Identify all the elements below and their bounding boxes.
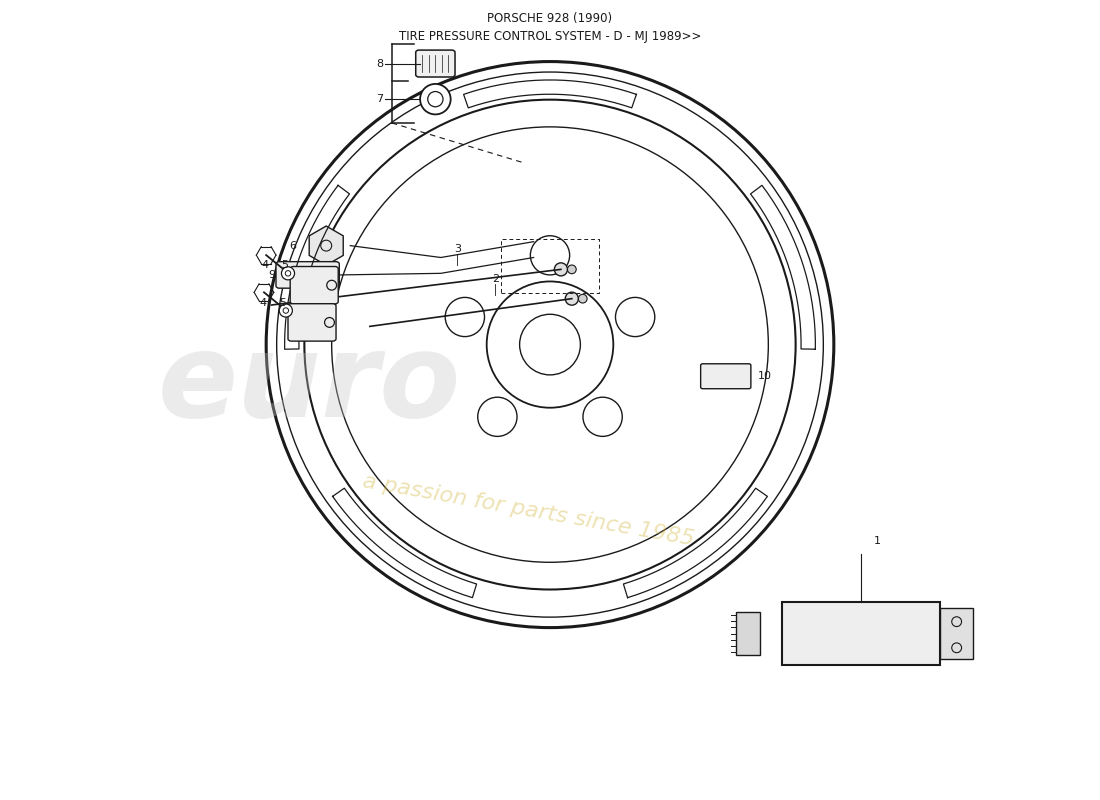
FancyBboxPatch shape bbox=[940, 608, 974, 659]
Text: 4: 4 bbox=[258, 298, 266, 308]
Ellipse shape bbox=[420, 84, 451, 114]
Text: 9: 9 bbox=[267, 270, 275, 280]
Ellipse shape bbox=[579, 294, 587, 303]
FancyBboxPatch shape bbox=[288, 304, 336, 341]
Ellipse shape bbox=[565, 292, 579, 305]
Text: 1: 1 bbox=[874, 537, 881, 546]
FancyBboxPatch shape bbox=[701, 364, 751, 389]
Text: 8: 8 bbox=[376, 58, 383, 69]
FancyBboxPatch shape bbox=[782, 602, 940, 666]
Polygon shape bbox=[309, 226, 343, 266]
Text: 2: 2 bbox=[492, 274, 499, 285]
Text: 5: 5 bbox=[280, 261, 288, 270]
Text: PORSCHE 928 (1990)
TIRE PRESSURE CONTROL SYSTEM - D - MJ 1989>>: PORSCHE 928 (1990) TIRE PRESSURE CONTROL… bbox=[399, 12, 701, 43]
FancyBboxPatch shape bbox=[290, 266, 338, 304]
Ellipse shape bbox=[554, 263, 568, 276]
Text: 3: 3 bbox=[453, 243, 461, 254]
FancyBboxPatch shape bbox=[736, 612, 760, 655]
Text: a passion for parts since 1985: a passion for parts since 1985 bbox=[361, 472, 695, 550]
Ellipse shape bbox=[282, 267, 295, 280]
Text: 10: 10 bbox=[758, 371, 771, 382]
Text: 7: 7 bbox=[376, 94, 383, 104]
Ellipse shape bbox=[568, 265, 576, 274]
Text: 4: 4 bbox=[261, 261, 268, 270]
FancyBboxPatch shape bbox=[416, 50, 455, 77]
Text: 6: 6 bbox=[289, 241, 297, 250]
Text: euro: euro bbox=[158, 326, 462, 442]
Ellipse shape bbox=[279, 304, 293, 317]
FancyBboxPatch shape bbox=[276, 262, 339, 288]
Text: 5: 5 bbox=[278, 298, 286, 308]
